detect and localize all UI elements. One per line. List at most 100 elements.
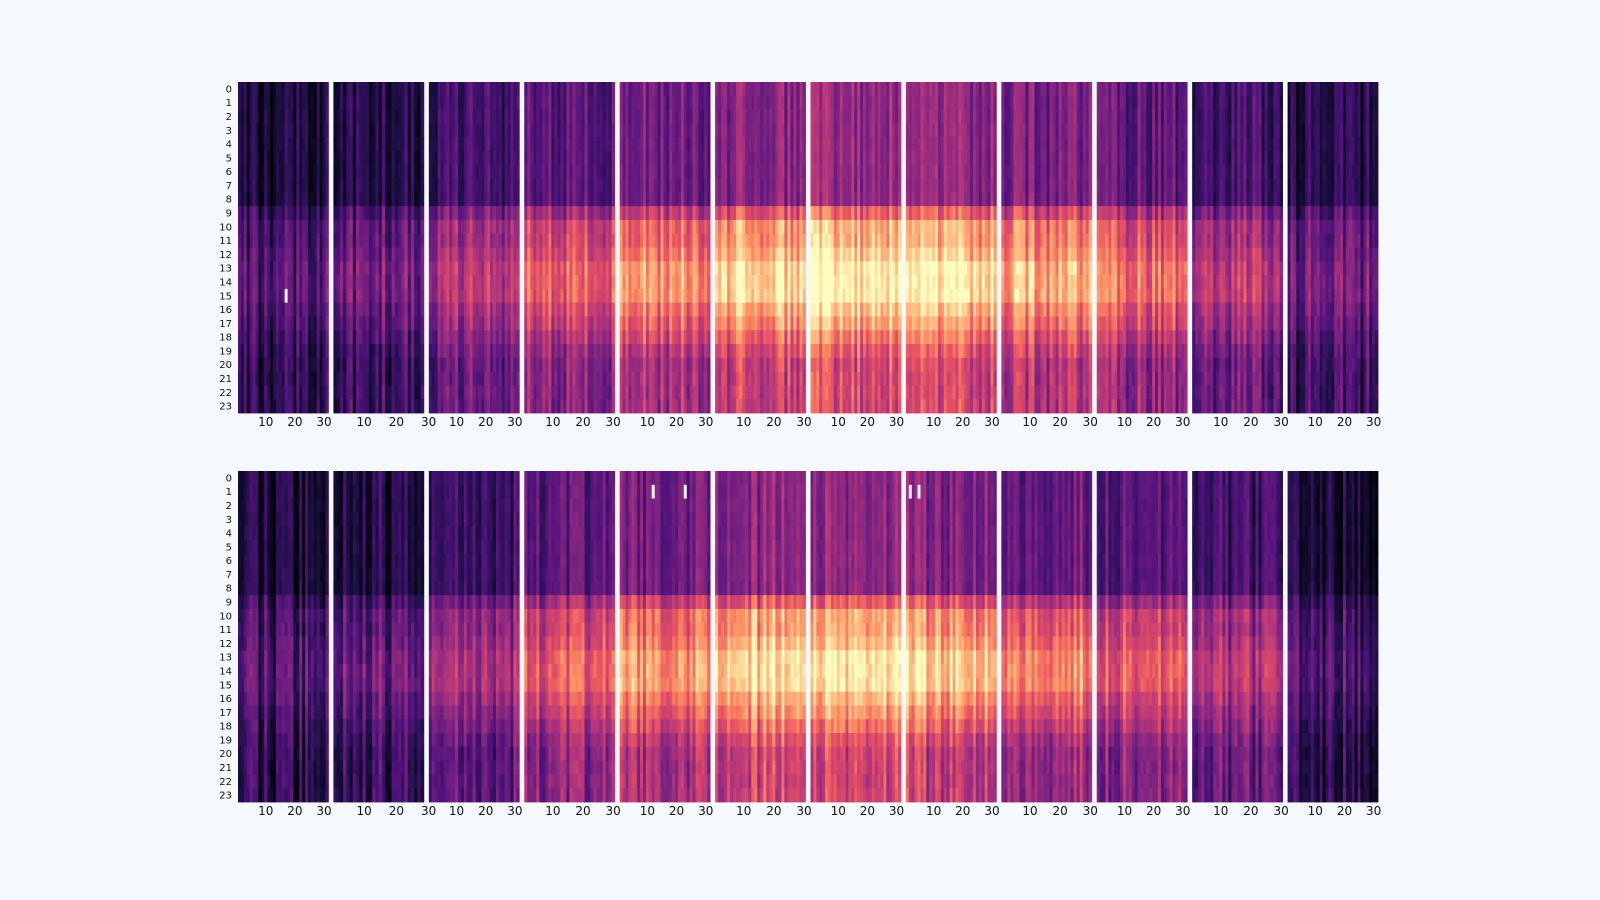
heatmap-cell	[730, 247, 734, 262]
heatmap-cell	[349, 357, 354, 373]
heatmap-cell	[845, 261, 849, 276]
heatmap-cell	[599, 247, 604, 262]
heatmap-cell	[267, 109, 271, 124]
heatmap-cell	[669, 247, 673, 262]
heatmap-cell	[463, 192, 468, 207]
heatmap-cell	[683, 178, 688, 193]
heatmap-cell	[848, 302, 852, 317]
heatmap-cell	[305, 137, 309, 152]
heatmap-cell	[536, 219, 540, 235]
heatmap-cell	[246, 95, 251, 110]
heatmap-cell	[495, 192, 500, 207]
heatmap-cell	[346, 316, 350, 331]
heatmap-cell	[692, 357, 696, 373]
heatmap-cell	[669, 164, 673, 179]
heatmap-cell	[648, 371, 653, 386]
heatmap-cell	[851, 261, 855, 276]
heatmap-cell	[243, 371, 248, 386]
heatmap-cell	[683, 192, 688, 207]
heatmap-cell	[449, 150, 453, 166]
heatmap-cell	[255, 385, 259, 400]
heatmap-cell	[825, 95, 829, 110]
heatmap-cell	[848, 95, 852, 110]
heatmap-cell	[273, 109, 277, 124]
heatmap-cell	[569, 95, 573, 110]
heatmap-cell	[516, 150, 520, 166]
heatmap-cell	[822, 178, 826, 193]
heatmap-cell	[316, 275, 321, 290]
heatmap-cell	[548, 330, 552, 345]
heatmap-cell	[754, 178, 758, 193]
heatmap-cell	[648, 275, 653, 290]
heatmap-cell	[825, 233, 829, 248]
heatmap-cell	[255, 164, 259, 179]
heatmap-cell	[763, 206, 767, 221]
heatmap-cell	[599, 178, 604, 193]
heatmap-cell	[343, 371, 347, 386]
heatmap-cell	[493, 178, 497, 193]
heatmap-cell	[333, 206, 338, 221]
heatmap-cell	[833, 344, 838, 359]
heatmap-cell	[472, 123, 476, 138]
heatmap-cell	[440, 192, 444, 207]
heatmap-cell	[273, 164, 277, 179]
heatmap-cell	[264, 150, 268, 166]
heatmap-cell	[560, 192, 564, 207]
heatmap-cell	[745, 316, 749, 331]
heatmap-cell	[871, 275, 876, 290]
heatmap-cell	[455, 316, 459, 331]
heatmap-cell	[692, 302, 696, 317]
heatmap-cell	[333, 233, 338, 248]
heatmap-cell	[678, 288, 682, 304]
heatmap-cell	[385, 261, 389, 276]
heatmap-cell	[264, 219, 268, 235]
heatmap-cell	[566, 247, 570, 262]
heatmap-cell	[510, 164, 514, 179]
heatmap-cell	[310, 261, 315, 276]
heatmap-cell	[666, 247, 670, 262]
heatmap-cell	[287, 344, 291, 359]
heatmap-cell	[362, 275, 367, 290]
heatmap-cell	[484, 233, 488, 248]
heatmap-cell	[273, 302, 277, 317]
heatmap-cell	[299, 261, 303, 276]
heatmap-cell	[880, 137, 884, 152]
heatmap-cell	[643, 399, 647, 414]
heatmap-cell	[701, 82, 705, 97]
heatmap-cell	[669, 385, 673, 400]
heatmap-cell	[255, 95, 259, 110]
heatmap-cell	[281, 385, 286, 400]
heatmap-cell	[481, 261, 485, 276]
heatmap-cell	[240, 178, 245, 193]
heatmap-cell	[437, 330, 441, 345]
heatmap-cell	[557, 137, 561, 152]
heatmap-cell	[563, 330, 567, 345]
heatmap-cell	[572, 95, 576, 110]
heatmap-cell	[575, 95, 579, 110]
heatmap-cell	[554, 399, 558, 414]
heatmap-cell	[715, 178, 719, 193]
heatmap-cell	[793, 399, 797, 414]
heatmap-cell	[493, 330, 497, 345]
heatmap-cell	[581, 123, 585, 138]
heatmap-cell	[569, 109, 573, 124]
heatmap-cell	[490, 316, 494, 331]
heatmap-cell	[651, 275, 656, 290]
heatmap-cell	[452, 219, 456, 235]
heatmap-cell	[375, 316, 380, 331]
heatmap-cell	[466, 123, 471, 138]
heatmap-cell	[672, 302, 676, 317]
heatmap-cell	[816, 261, 820, 276]
heatmap-cell	[643, 275, 647, 290]
heatmap-cell	[394, 233, 399, 248]
heatmap-cell	[683, 330, 688, 345]
heatmap-cell	[249, 178, 253, 193]
heatmap-cell	[692, 344, 696, 359]
heatmap-cell	[689, 82, 693, 97]
heatmap-cell	[828, 123, 832, 138]
heatmap-cell	[602, 137, 607, 152]
heatmap-cell	[536, 302, 540, 317]
heatmap-cell	[487, 109, 491, 124]
heatmap-cell	[569, 399, 573, 414]
heatmap-cell	[816, 109, 820, 124]
